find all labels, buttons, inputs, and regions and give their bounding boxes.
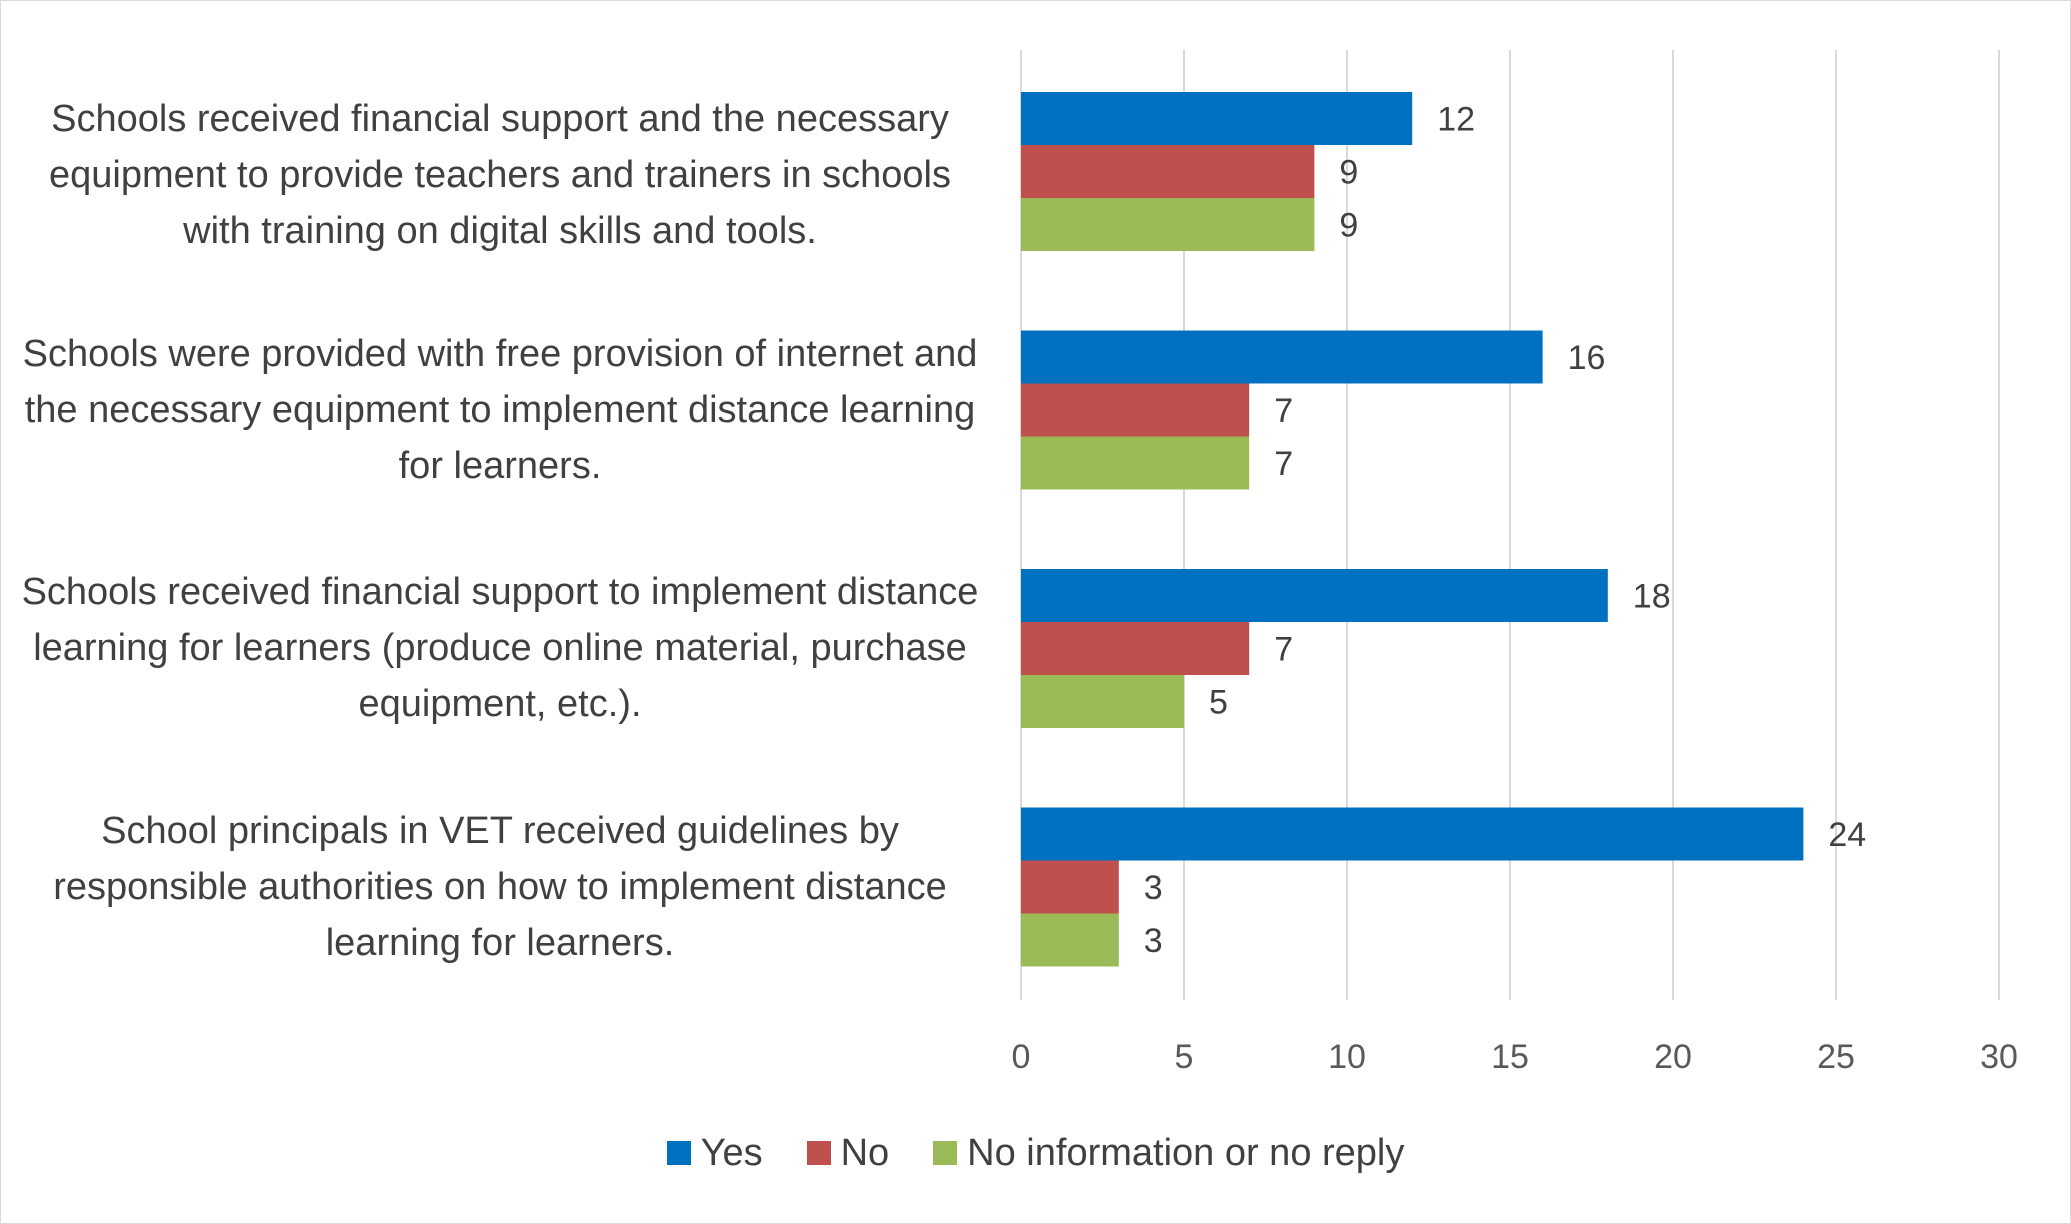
x-tick-label-6: 30 xyxy=(1980,1038,2018,1076)
bar-3-yes xyxy=(1021,569,1608,622)
legend-swatch-no-information xyxy=(933,1141,958,1165)
category-label-4: School principals in VET received guidel… xyxy=(53,810,947,964)
bar-2-no xyxy=(1021,383,1250,437)
legend-item-no: No xyxy=(806,1131,890,1175)
data-label-3-3: 5 xyxy=(1209,684,1228,722)
data-label-4-2: 3 xyxy=(1144,869,1163,907)
bar-4-no-information-or-no-reply xyxy=(1021,913,1119,967)
x-tick-label-4: 20 xyxy=(1654,1038,1692,1076)
legend-label-yes: Yes xyxy=(700,1131,763,1174)
x-tick-label-0: 0 xyxy=(1012,1038,1031,1076)
bar-3-no-information-or-no-reply xyxy=(1021,675,1184,728)
bar-2-yes xyxy=(1021,330,1543,384)
data-label-2-1: 16 xyxy=(1568,339,1606,377)
category-label-3: Schools received financial support to im… xyxy=(21,571,979,725)
bar-2-no-information-or-no-reply xyxy=(1021,436,1250,490)
legend-item-no-information: No information or no reply xyxy=(933,1132,1404,1175)
legend: Yes No No information or no reply xyxy=(0,1125,2071,1181)
x-tick-label-5: 25 xyxy=(1817,1038,1855,1076)
category-label-1: Schools received financial support and t… xyxy=(49,98,951,252)
legend-swatch-no xyxy=(806,1141,831,1165)
x-axis-ticks: 0 5 10 15 20 25 30 xyxy=(1012,1038,2018,1076)
bar-1-no xyxy=(1021,145,1315,198)
data-label-4-1: 24 xyxy=(1828,816,1866,854)
category-label-2: Schools were provided with free provisio… xyxy=(22,333,978,487)
data-label-3-1: 18 xyxy=(1633,578,1671,616)
bar-3-no xyxy=(1021,622,1250,675)
legend-label-no-information: No information or no reply xyxy=(967,1131,1405,1174)
data-label-4-3: 3 xyxy=(1144,922,1163,960)
legend-swatch-yes xyxy=(666,1141,691,1165)
x-tick-label-3: 15 xyxy=(1491,1038,1529,1076)
data-label-2-3: 7 xyxy=(1274,445,1293,483)
data-label-1-3: 9 xyxy=(1339,207,1358,245)
data-label-1-2: 9 xyxy=(1339,154,1358,192)
data-labels: 12 9 9 16 7 7 18 7 5 24 3 3 xyxy=(1144,101,1866,961)
bars xyxy=(1021,92,1804,967)
data-label-2-2: 7 xyxy=(1274,392,1293,430)
data-label-3-2: 7 xyxy=(1274,631,1293,669)
data-label-1-1: 12 xyxy=(1437,101,1475,139)
legend-item-yes: Yes xyxy=(666,1131,763,1175)
bar-4-yes xyxy=(1021,807,1804,861)
bar-1-yes xyxy=(1021,92,1413,145)
legend-label-no: No xyxy=(840,1131,890,1174)
x-tick-label-1: 5 xyxy=(1175,1038,1194,1076)
bar-1-no-information-or-no-reply xyxy=(1021,198,1315,251)
bar-4-no xyxy=(1021,860,1119,914)
x-tick-label-2: 10 xyxy=(1328,1038,1366,1076)
